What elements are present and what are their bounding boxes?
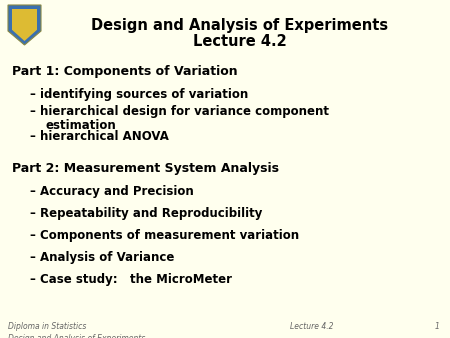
Text: 1: 1 <box>435 322 440 331</box>
Text: – identifying sources of variation: – identifying sources of variation <box>30 88 248 101</box>
Text: Part 2: Measurement System Analysis: Part 2: Measurement System Analysis <box>12 162 279 175</box>
Text: Lecture 4.2: Lecture 4.2 <box>193 34 287 49</box>
Text: – hierarchical design for variance component: – hierarchical design for variance compo… <box>30 105 329 118</box>
Text: – Accuracy and Precision: – Accuracy and Precision <box>30 185 194 198</box>
Text: estimation: estimation <box>46 119 117 132</box>
Text: – hierarchical ANOVA: – hierarchical ANOVA <box>30 130 169 143</box>
Text: Part 1: Components of Variation: Part 1: Components of Variation <box>12 65 238 78</box>
Text: Lecture 4.2: Lecture 4.2 <box>290 322 333 331</box>
Text: – Case study:   the MicroMeter: – Case study: the MicroMeter <box>30 273 232 286</box>
Polygon shape <box>12 9 37 41</box>
Text: Design and Analysis of Experiments: Design and Analysis of Experiments <box>91 18 388 33</box>
Text: – Repeatability and Reproducibility: – Repeatability and Reproducibility <box>30 207 262 220</box>
Text: Diploma in Statistics
Design and Analysis of Experiments: Diploma in Statistics Design and Analysi… <box>8 322 145 338</box>
Text: – Components of measurement variation: – Components of measurement variation <box>30 229 299 242</box>
Text: – Analysis of Variance: – Analysis of Variance <box>30 251 175 264</box>
Polygon shape <box>8 5 41 45</box>
